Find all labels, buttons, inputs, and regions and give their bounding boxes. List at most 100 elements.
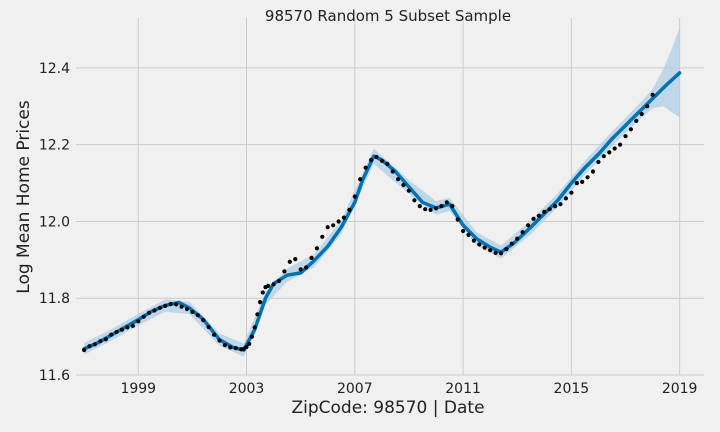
forecast-line (82, 71, 682, 352)
observed-point (260, 290, 265, 295)
observed-point (379, 158, 384, 163)
observed-point (466, 232, 471, 237)
observed-point (201, 318, 206, 323)
observed-point (82, 347, 87, 353)
observed-point (569, 190, 574, 195)
observed-point (103, 337, 108, 342)
observed-point (163, 303, 168, 308)
observed-point (433, 206, 439, 211)
observed-point (406, 188, 411, 193)
observed-point (590, 169, 596, 174)
observed-point (390, 169, 395, 174)
observed-point (553, 204, 558, 209)
x-axis-label: ZipCode: 98570 | Date (291, 398, 484, 418)
x-tick-label: 2019 (662, 381, 698, 397)
observed-point (206, 324, 211, 330)
observed-point (217, 338, 222, 343)
observed-point (471, 238, 476, 243)
observed-point (228, 345, 233, 350)
observed-point (233, 346, 238, 351)
gridlines (76, 18, 704, 376)
observed-point (547, 207, 552, 212)
observed-point (314, 246, 319, 251)
observed-point (509, 241, 514, 246)
observed-point (109, 332, 114, 337)
observed-point (92, 342, 97, 347)
observed-point (347, 207, 352, 212)
observed-point (195, 313, 200, 318)
tick-labels: 1999 2003 2007 2011 2015 2019 11.6 11.8 12.0 12.2… (39, 61, 698, 397)
observed-point (282, 269, 287, 274)
observed-point (439, 204, 444, 209)
observed-point (558, 202, 563, 207)
observed-point (542, 209, 547, 214)
observed-point (504, 247, 509, 252)
observed-point (520, 230, 525, 235)
observed-point (493, 250, 498, 255)
observed-point (125, 325, 130, 330)
observed-point (482, 245, 487, 250)
uncertainty-band (84, 27, 680, 357)
observed-point (336, 219, 341, 224)
observed-point (258, 300, 263, 305)
observed-point (87, 344, 92, 349)
observed-point (563, 196, 569, 201)
y-tick-label: 12.0 (39, 214, 70, 230)
observed-point (374, 154, 379, 160)
observed-point (179, 304, 184, 309)
x-tick-label: 2007 (337, 381, 373, 397)
observed-point (461, 228, 466, 234)
observed-point (212, 332, 217, 337)
observed-point (363, 165, 368, 170)
observed-point (498, 251, 504, 256)
observed-point (119, 327, 125, 332)
observed-point (423, 207, 428, 212)
uncertainty-band-layer (84, 27, 680, 357)
observed-point (488, 248, 493, 253)
observed-point (358, 177, 363, 182)
observed-point (574, 181, 579, 186)
y-tick-label: 12.2 (39, 138, 70, 154)
observed-point (152, 308, 157, 313)
observed-point (309, 255, 314, 260)
observed-point (536, 213, 542, 218)
observed-point (276, 278, 282, 284)
y-tick-label: 11.6 (39, 368, 70, 384)
observed-point (136, 319, 141, 324)
observed-point (401, 182, 406, 188)
y-tick-label: 12.4 (39, 61, 70, 77)
observed-point (168, 301, 173, 307)
observed-point (247, 341, 252, 346)
forecast-line-layer (82, 71, 682, 352)
observed-point (645, 104, 650, 109)
observed-point (412, 198, 417, 203)
observed-point (255, 312, 260, 317)
observed-point (612, 146, 617, 151)
observed-point (271, 282, 276, 287)
observed-point (331, 223, 336, 228)
observed-point (147, 310, 152, 315)
observed-point (325, 225, 330, 230)
observed-point (650, 92, 655, 97)
observed-point (455, 217, 460, 222)
observed-point (596, 159, 601, 165)
observed-point (174, 302, 179, 307)
observed-point (266, 283, 271, 288)
observed-point (249, 334, 254, 339)
observed-point (341, 215, 347, 220)
observed-point (477, 242, 482, 247)
observed-point (369, 157, 374, 163)
observed-point (417, 204, 422, 209)
observed-point (450, 204, 455, 209)
observed-point (607, 150, 612, 155)
observed-point (293, 257, 298, 262)
observed-point (141, 314, 146, 319)
observed-point (428, 207, 433, 212)
observed-point (244, 344, 249, 350)
observed-point (531, 216, 536, 221)
y-axis-label: Log Mean Home Prices (14, 100, 34, 294)
observed-point (222, 343, 227, 348)
observed-point (304, 265, 309, 270)
observed-point (190, 309, 195, 315)
